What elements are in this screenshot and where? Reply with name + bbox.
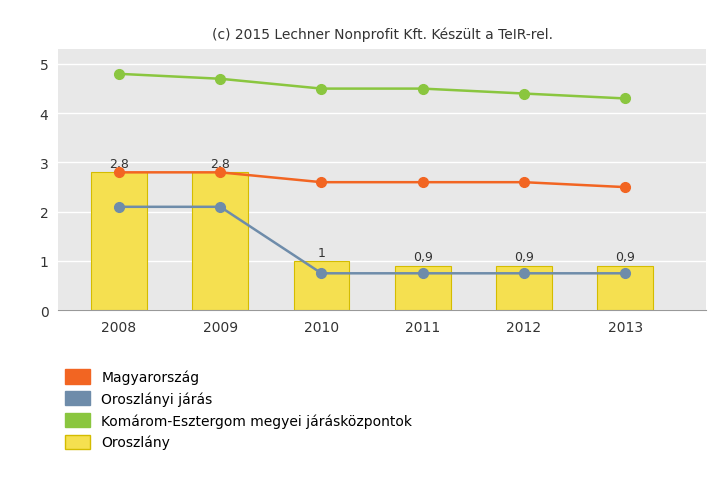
Oroszlányi járás (520, 271, 529, 277)
Bar (395, 267, 451, 311)
Komárom-Esztergom megyei járásközpontok (419, 86, 427, 92)
Komárom-Esztergom megyei járásközpontok (520, 91, 529, 97)
Bar (91, 173, 147, 311)
Oroszlányi járás (621, 271, 630, 277)
Komárom-Esztergom megyei járásközpontok (621, 96, 630, 102)
Line: Komárom-Esztergom megyei járásközpontok: Komárom-Esztergom megyei járásközpontok (114, 70, 630, 104)
Oroszlányi járás (317, 271, 326, 277)
Text: 0,9: 0,9 (514, 251, 534, 264)
Line: Magyarország: Magyarország (114, 168, 630, 192)
Magyarország (621, 185, 630, 191)
Magyarország (114, 170, 123, 176)
Text: 2,8: 2,8 (210, 157, 230, 170)
Komárom-Esztergom megyei járásközpontok (114, 72, 123, 78)
Magyarország (520, 180, 529, 186)
Text: 2,8: 2,8 (109, 157, 129, 170)
Komárom-Esztergom megyei járásközpontok (216, 77, 225, 83)
Oroszlányi járás (114, 204, 123, 210)
Text: 0,9: 0,9 (413, 251, 432, 264)
Magyarország (419, 180, 427, 186)
Magyarország (317, 180, 326, 186)
Bar (496, 267, 552, 311)
Text: 1: 1 (317, 246, 325, 259)
Oroszlányi járás (216, 204, 225, 210)
Text: 0,9: 0,9 (615, 251, 635, 264)
Bar (293, 262, 349, 311)
Oroszlányi járás (419, 271, 427, 277)
Komárom-Esztergom megyei járásközpontok (317, 86, 326, 92)
Bar (598, 267, 653, 311)
Magyarország (216, 170, 225, 176)
Line: Oroszlányi járás: Oroszlányi járás (114, 202, 630, 279)
Legend: Magyarország, Oroszlányi járás, Komárom-Esztergom megyei járásközpontok, Oroszlá: Magyarország, Oroszlányi járás, Komárom-… (66, 370, 412, 449)
Bar (192, 173, 248, 311)
Title: (c) 2015 Lechner Nonprofit Kft. Készült a TeIR-rel.: (c) 2015 Lechner Nonprofit Kft. Készült … (212, 28, 553, 42)
